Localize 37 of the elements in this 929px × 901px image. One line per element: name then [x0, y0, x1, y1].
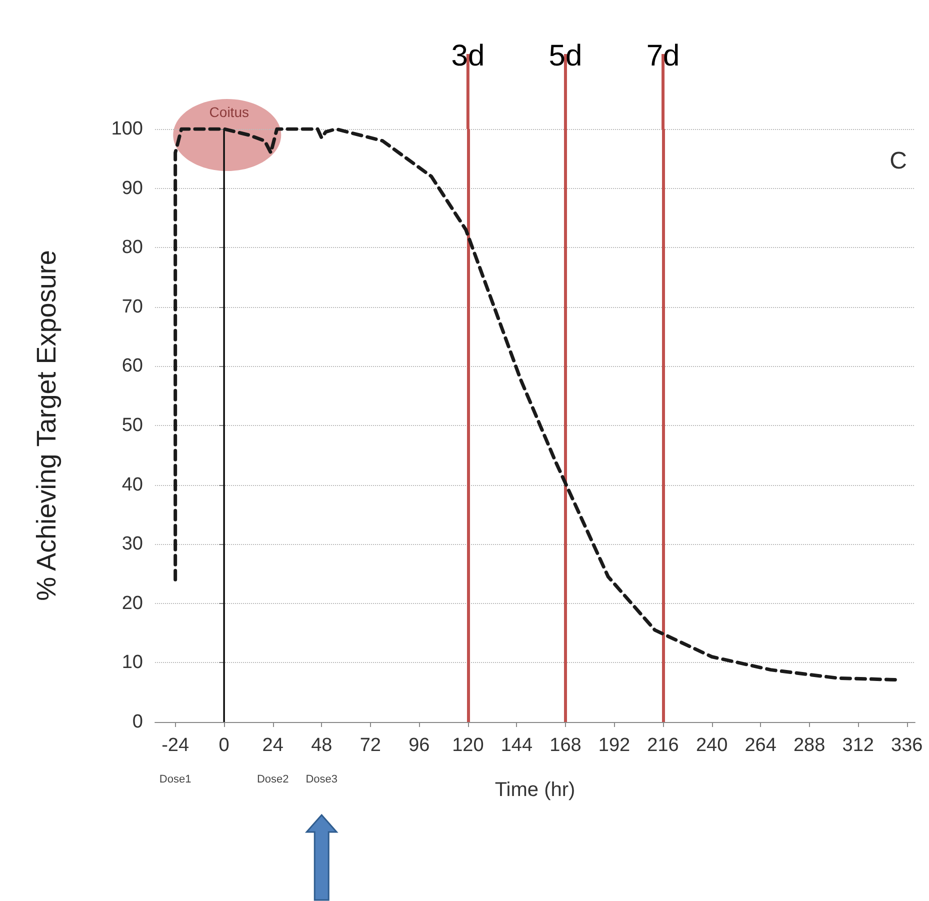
x-tick-label: 192: [598, 735, 630, 756]
y-tick-label: 100: [111, 118, 143, 140]
annotation: C: [890, 148, 907, 174]
ref-line-label: 5d: [548, 40, 582, 72]
x-tick-label: 120: [452, 735, 484, 756]
x-tick-label: 96: [408, 735, 430, 756]
x-tick-label: 240: [696, 735, 728, 756]
y-tick-label: 70: [122, 296, 143, 318]
x-tick-label: 216: [647, 735, 679, 756]
y-tick-label: 50: [122, 415, 143, 436]
x-tick-label: 336: [891, 735, 923, 756]
x-axis-title: Time (hr): [494, 779, 576, 801]
y-tick-label: 10: [122, 652, 143, 674]
y-tick-label: 60: [122, 356, 143, 377]
text: Coitus: [209, 104, 249, 120]
x-tick-label: 144: [500, 735, 533, 756]
x-tick-label: 168: [550, 735, 582, 756]
y-axis-title: % Achieving Target Exposure: [32, 250, 62, 601]
x-tick-label: 0: [218, 735, 230, 756]
x-tick-label: 312: [842, 735, 874, 756]
text: Dose2: [256, 774, 289, 786]
y-tick-label: 80: [122, 237, 143, 258]
x-tick-label: 288: [793, 735, 826, 756]
y-tick-label: 20: [122, 592, 143, 614]
text: Dose3: [306, 774, 338, 786]
x-tick-label: 24: [262, 735, 284, 756]
text: Dose1: [159, 774, 192, 786]
y-tick-label: 40: [122, 474, 143, 496]
x-tick-label: 264: [744, 735, 777, 756]
ref-line-label: 3d: [451, 40, 485, 72]
y-tick-label: 0: [132, 712, 143, 732]
x-tick-label: 48: [311, 735, 332, 756]
x-tick-label: 72: [360, 735, 381, 756]
y-tick-label: 90: [122, 178, 143, 199]
x-tick-label: -24: [162, 735, 190, 756]
y-tick-label: 30: [122, 534, 143, 555]
ref-line-label: 7d: [646, 40, 680, 72]
